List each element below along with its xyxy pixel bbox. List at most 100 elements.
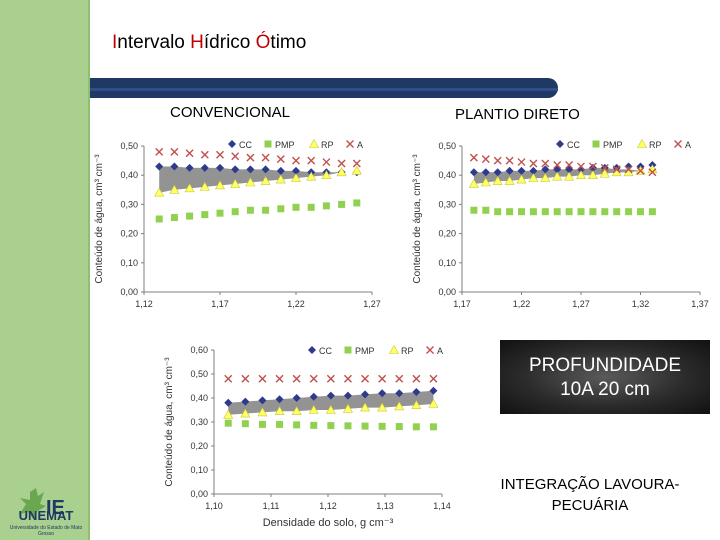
point-rp — [360, 402, 371, 412]
y-tick-label: 0,50 — [190, 369, 208, 379]
point-rp — [325, 404, 336, 414]
point-pmp — [482, 206, 490, 214]
point-pmp — [637, 208, 644, 216]
point-rp — [214, 180, 226, 190]
point-cc — [231, 165, 240, 174]
depth-label-box: PROFUNDIDADE 10A 20 cm — [500, 340, 710, 414]
point-rp — [492, 175, 503, 185]
chart-convencional: 0,00 0,10 0,20 0,30 0,40 0,50 1,12 1,17 1,22 1,27… — [92, 134, 392, 318]
x-tick-label: 1,17 — [211, 299, 229, 309]
point-a — [275, 374, 284, 383]
point-rp — [564, 171, 575, 181]
point-pmp — [338, 200, 346, 208]
point-pmp — [625, 208, 633, 216]
point-a — [241, 374, 250, 383]
point-pmp — [565, 208, 573, 216]
point-cc — [412, 388, 421, 396]
point-a — [529, 159, 538, 168]
title-part-3: timo — [270, 32, 307, 53]
legend-marker-cc — [228, 140, 236, 148]
legend-marker-rp — [308, 138, 320, 148]
point-rp — [342, 403, 353, 413]
point-rp — [154, 187, 165, 197]
point-a — [412, 374, 421, 383]
point-pmp — [577, 208, 585, 216]
point-cc — [246, 165, 255, 174]
point-a — [361, 374, 370, 383]
point-a — [481, 155, 490, 164]
chart-convencional-svg: 0,00 0,10 0,20 0,30 0,40 0,50 1,12 1,17 1,22 1,27… — [94, 138, 381, 309]
point-a — [292, 374, 301, 383]
point-rp — [290, 173, 302, 182]
point-a — [326, 374, 335, 383]
x-tick-label: 1,14 — [433, 501, 451, 511]
point-cc — [261, 165, 270, 174]
point-rp — [257, 407, 268, 417]
point-rp — [468, 178, 479, 188]
point-rp — [308, 404, 319, 414]
point-cc — [395, 389, 404, 398]
label-integracao: INTEGRAÇÃO LAVOURA-PECUÁRIA — [500, 476, 680, 514]
point-pmp — [529, 208, 537, 216]
point-rp — [411, 400, 422, 409]
point-rp — [321, 170, 332, 179]
point-cc — [292, 394, 301, 402]
point-rp — [394, 401, 405, 411]
point-a — [337, 159, 346, 168]
x-tick-label: 1,11 — [263, 501, 280, 511]
point-cc — [505, 166, 514, 175]
title-letter-h: H — [190, 32, 204, 53]
x-tick-label: 1,22 — [287, 299, 305, 309]
y-tick-label: 0,30 — [438, 199, 456, 209]
point-a — [493, 156, 502, 165]
unemat-logo-icon: IE — [20, 488, 65, 520]
point-pmp — [353, 199, 361, 207]
point-pmp — [344, 422, 352, 430]
point-cc — [481, 168, 490, 177]
point-pmp — [293, 421, 301, 429]
depth-line-1: PROFUNDIDADE — [528, 355, 681, 376]
point-cc — [378, 389, 387, 398]
point-a — [395, 374, 404, 383]
label-convencional: CONVENCIONAL — [170, 104, 291, 121]
point-cc — [200, 163, 209, 172]
point-cc — [493, 168, 502, 177]
legend-label-rp: RP — [401, 346, 414, 356]
point-a — [505, 156, 514, 165]
point-a — [170, 147, 179, 156]
legend-marker-pmp — [592, 140, 600, 148]
point-a — [292, 156, 300, 165]
header-bar-line — [90, 88, 558, 91]
legend-label-cc: CC — [319, 346, 332, 356]
legend-marker-cc — [308, 346, 316, 354]
point-pmp — [276, 420, 284, 428]
point-pmp — [429, 423, 437, 431]
y-tick-label: 0,10 — [120, 258, 138, 268]
point-cc — [185, 163, 194, 172]
point-a — [200, 150, 209, 159]
point-rp — [230, 178, 241, 188]
point-a — [541, 159, 550, 168]
title-part-1: ntervalo — [117, 32, 191, 53]
y-tick-label: 0,30 — [190, 417, 208, 427]
point-rp — [552, 171, 563, 181]
x-tick-label: 1,12 — [135, 299, 153, 309]
depth-line-2: 10A 20 cm — [560, 379, 650, 400]
point-a — [378, 374, 387, 383]
page-title: Intervalo Hídrico Ótimo — [112, 32, 306, 54]
point-rp — [199, 181, 210, 191]
point-pmp — [216, 209, 224, 217]
x-tick-label: 1,13 — [376, 501, 394, 511]
legend-label-cc: CC — [239, 140, 252, 150]
point-pmp — [378, 422, 386, 430]
y-tick-label: 0,40 — [120, 170, 138, 180]
y-axis-label: Conteúdo de água, cm³ cm⁻³ — [164, 357, 175, 487]
point-pmp — [361, 422, 369, 430]
y-tick-label: 0,40 — [190, 393, 208, 403]
point-a — [261, 153, 270, 162]
point-pmp — [553, 208, 561, 216]
point-rp — [516, 174, 527, 184]
point-rp — [377, 402, 388, 412]
x-tick-label: 1,17 — [453, 299, 471, 309]
x-tick-label: 1,27 — [572, 299, 590, 309]
